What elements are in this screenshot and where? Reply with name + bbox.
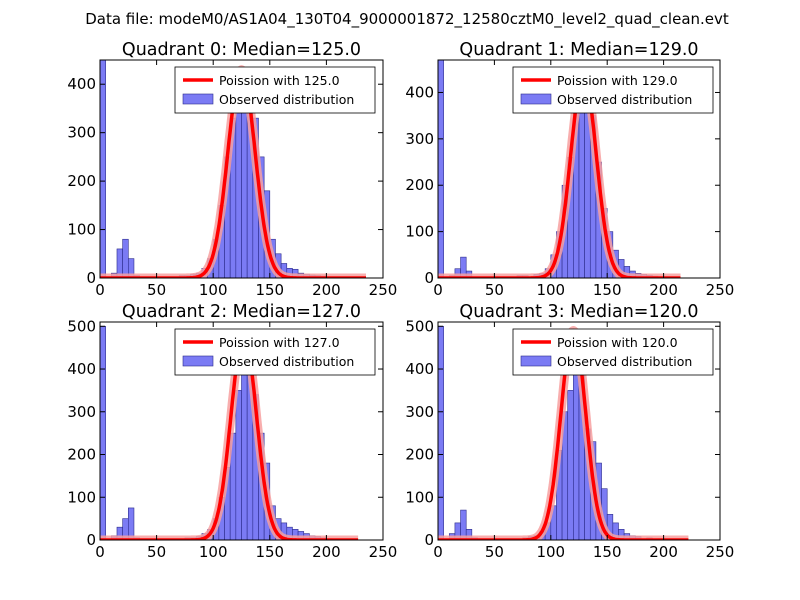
y-tick-label: 0 [86,531,96,549]
histogram-bar [567,390,574,540]
histogram-bar [100,60,106,278]
x-tick-label: 250 [369,543,398,561]
histogram-bar [578,101,585,278]
legend: Poission with 125.0 Observed distribution [174,66,376,114]
x-tick-label: 150 [593,281,622,299]
x-tick-label: 0 [433,281,443,299]
subplot-title: Quadrant 2: Median=127.0 [122,302,361,322]
legend-label-poisson: Poission with 127.0 [219,335,340,350]
histogram-bar [128,258,135,278]
y-tick-label: 200 [405,446,434,464]
subplot-title: Quadrant 3: Median=120.0 [459,302,698,322]
histogram-bar [438,325,444,540]
legend-bar-swatch [520,355,552,367]
x-tick-label: 0 [433,543,443,561]
x-tick-label: 250 [706,281,735,299]
legend-label-observed: Observed distribution [219,92,354,107]
x-tick-label: 250 [706,543,735,561]
legend-label-observed: Observed distribution [557,92,692,107]
histogram-bar [100,325,106,540]
legend-label-poisson: Poission with 125.0 [219,73,340,88]
x-tick-label: 0 [95,543,105,561]
axes-frame [437,59,721,279]
y-tick-label: 100 [405,488,434,506]
subplot-0: 0 50 100 150 200 250 0 100 200 300 400 Quadrant 0: … [67,40,397,299]
plot-area [100,325,362,540]
histogram-bar [438,60,444,278]
y-tick-label: 100 [67,488,96,506]
y-tick-label: 300 [405,130,434,148]
x-tick-label: 250 [369,281,398,299]
x-tick-label: 200 [649,543,678,561]
legend-box [512,66,714,114]
y-tick-label: 300 [405,403,434,421]
y-tick-label: 200 [67,172,96,190]
legend-bar-swatch [520,93,552,105]
subplot-title: Quadrant 1: Median=129.0 [459,40,698,60]
y-tick-label: 100 [405,223,434,241]
y-tick-label: 0 [424,269,434,287]
axes-frame [437,321,721,541]
histogram-bar [122,238,129,278]
y-tick-label: 100 [67,221,96,239]
y-tick-label: 500 [405,317,434,335]
axes-frame [99,321,384,541]
poisson-curve [438,328,690,540]
histogram-bar [235,390,242,540]
subplot-3: 0 50 100 150 200 250 0 100 200 300 400 500 Quadrant … [405,302,734,561]
legend: Poission with 129.0 Observed distribution [512,66,714,114]
plot-area [438,60,684,278]
subplot-title: Quadrant 0: Median=125.0 [122,40,361,60]
x-tick-label: 100 [199,281,228,299]
x-tick-label: 200 [312,543,341,561]
y-tick-label: 400 [67,75,96,93]
legend-box [174,66,376,114]
subplot-1: 0 50 100 150 200 250 0 100 200 300 400 Quadrant 1: … [405,40,734,299]
subplot-2: 0 50 100 150 200 250 0 100 200 300 400 500 Quadrant … [67,302,397,561]
y-tick-label: 0 [424,531,434,549]
x-tick-label: 100 [536,543,565,561]
x-tick-label: 150 [255,543,284,561]
x-tick-label: 100 [536,281,565,299]
y-tick-label: 0 [86,269,96,287]
x-tick-label: 200 [649,281,678,299]
legend: Poission with 127.0 Observed distribution [174,328,376,376]
x-tick-label: 50 [147,281,166,299]
subplots: 0 50 100 150 200 250 0 100 200 300 400 Quadrant 0: … [67,40,734,561]
x-tick-label: 0 [95,281,105,299]
legend-label-poisson: Poission with 129.0 [557,73,678,88]
y-tick-label: 300 [67,403,96,421]
x-tick-label: 50 [485,543,504,561]
legend-bar-swatch [182,93,214,105]
x-tick-label: 100 [199,543,228,561]
y-tick-label: 400 [67,360,96,378]
poisson-curve [438,72,682,278]
y-tick-label: 300 [67,124,96,142]
legend-label-observed: Observed distribution [219,354,354,369]
histogram-bar [128,507,135,540]
y-tick-label: 200 [67,446,96,464]
legend-box [174,328,376,376]
x-tick-label: 50 [485,281,504,299]
x-tick-label: 50 [147,543,166,561]
x-tick-label: 150 [255,281,284,299]
legend: Poission with 120.0 Observed distribution [512,328,714,376]
y-tick-label: 400 [405,83,434,101]
legend-bar-swatch [182,355,214,367]
y-tick-label: 400 [405,360,434,378]
plot-area [438,325,692,540]
legend-box [512,328,714,376]
x-tick-label: 150 [593,543,622,561]
y-tick-label: 500 [67,317,96,335]
x-tick-label: 200 [312,281,341,299]
histogram-bar [235,93,242,278]
legend-label-poisson: Poission with 120.0 [557,335,678,350]
y-tick-label: 200 [405,176,434,194]
figure-title: Data file: modeM0/AS1A04_130T04_90000018… [85,10,729,29]
poisson-curve [100,333,359,540]
legend-label-observed: Observed distribution [557,354,692,369]
axes-frame [99,59,384,279]
